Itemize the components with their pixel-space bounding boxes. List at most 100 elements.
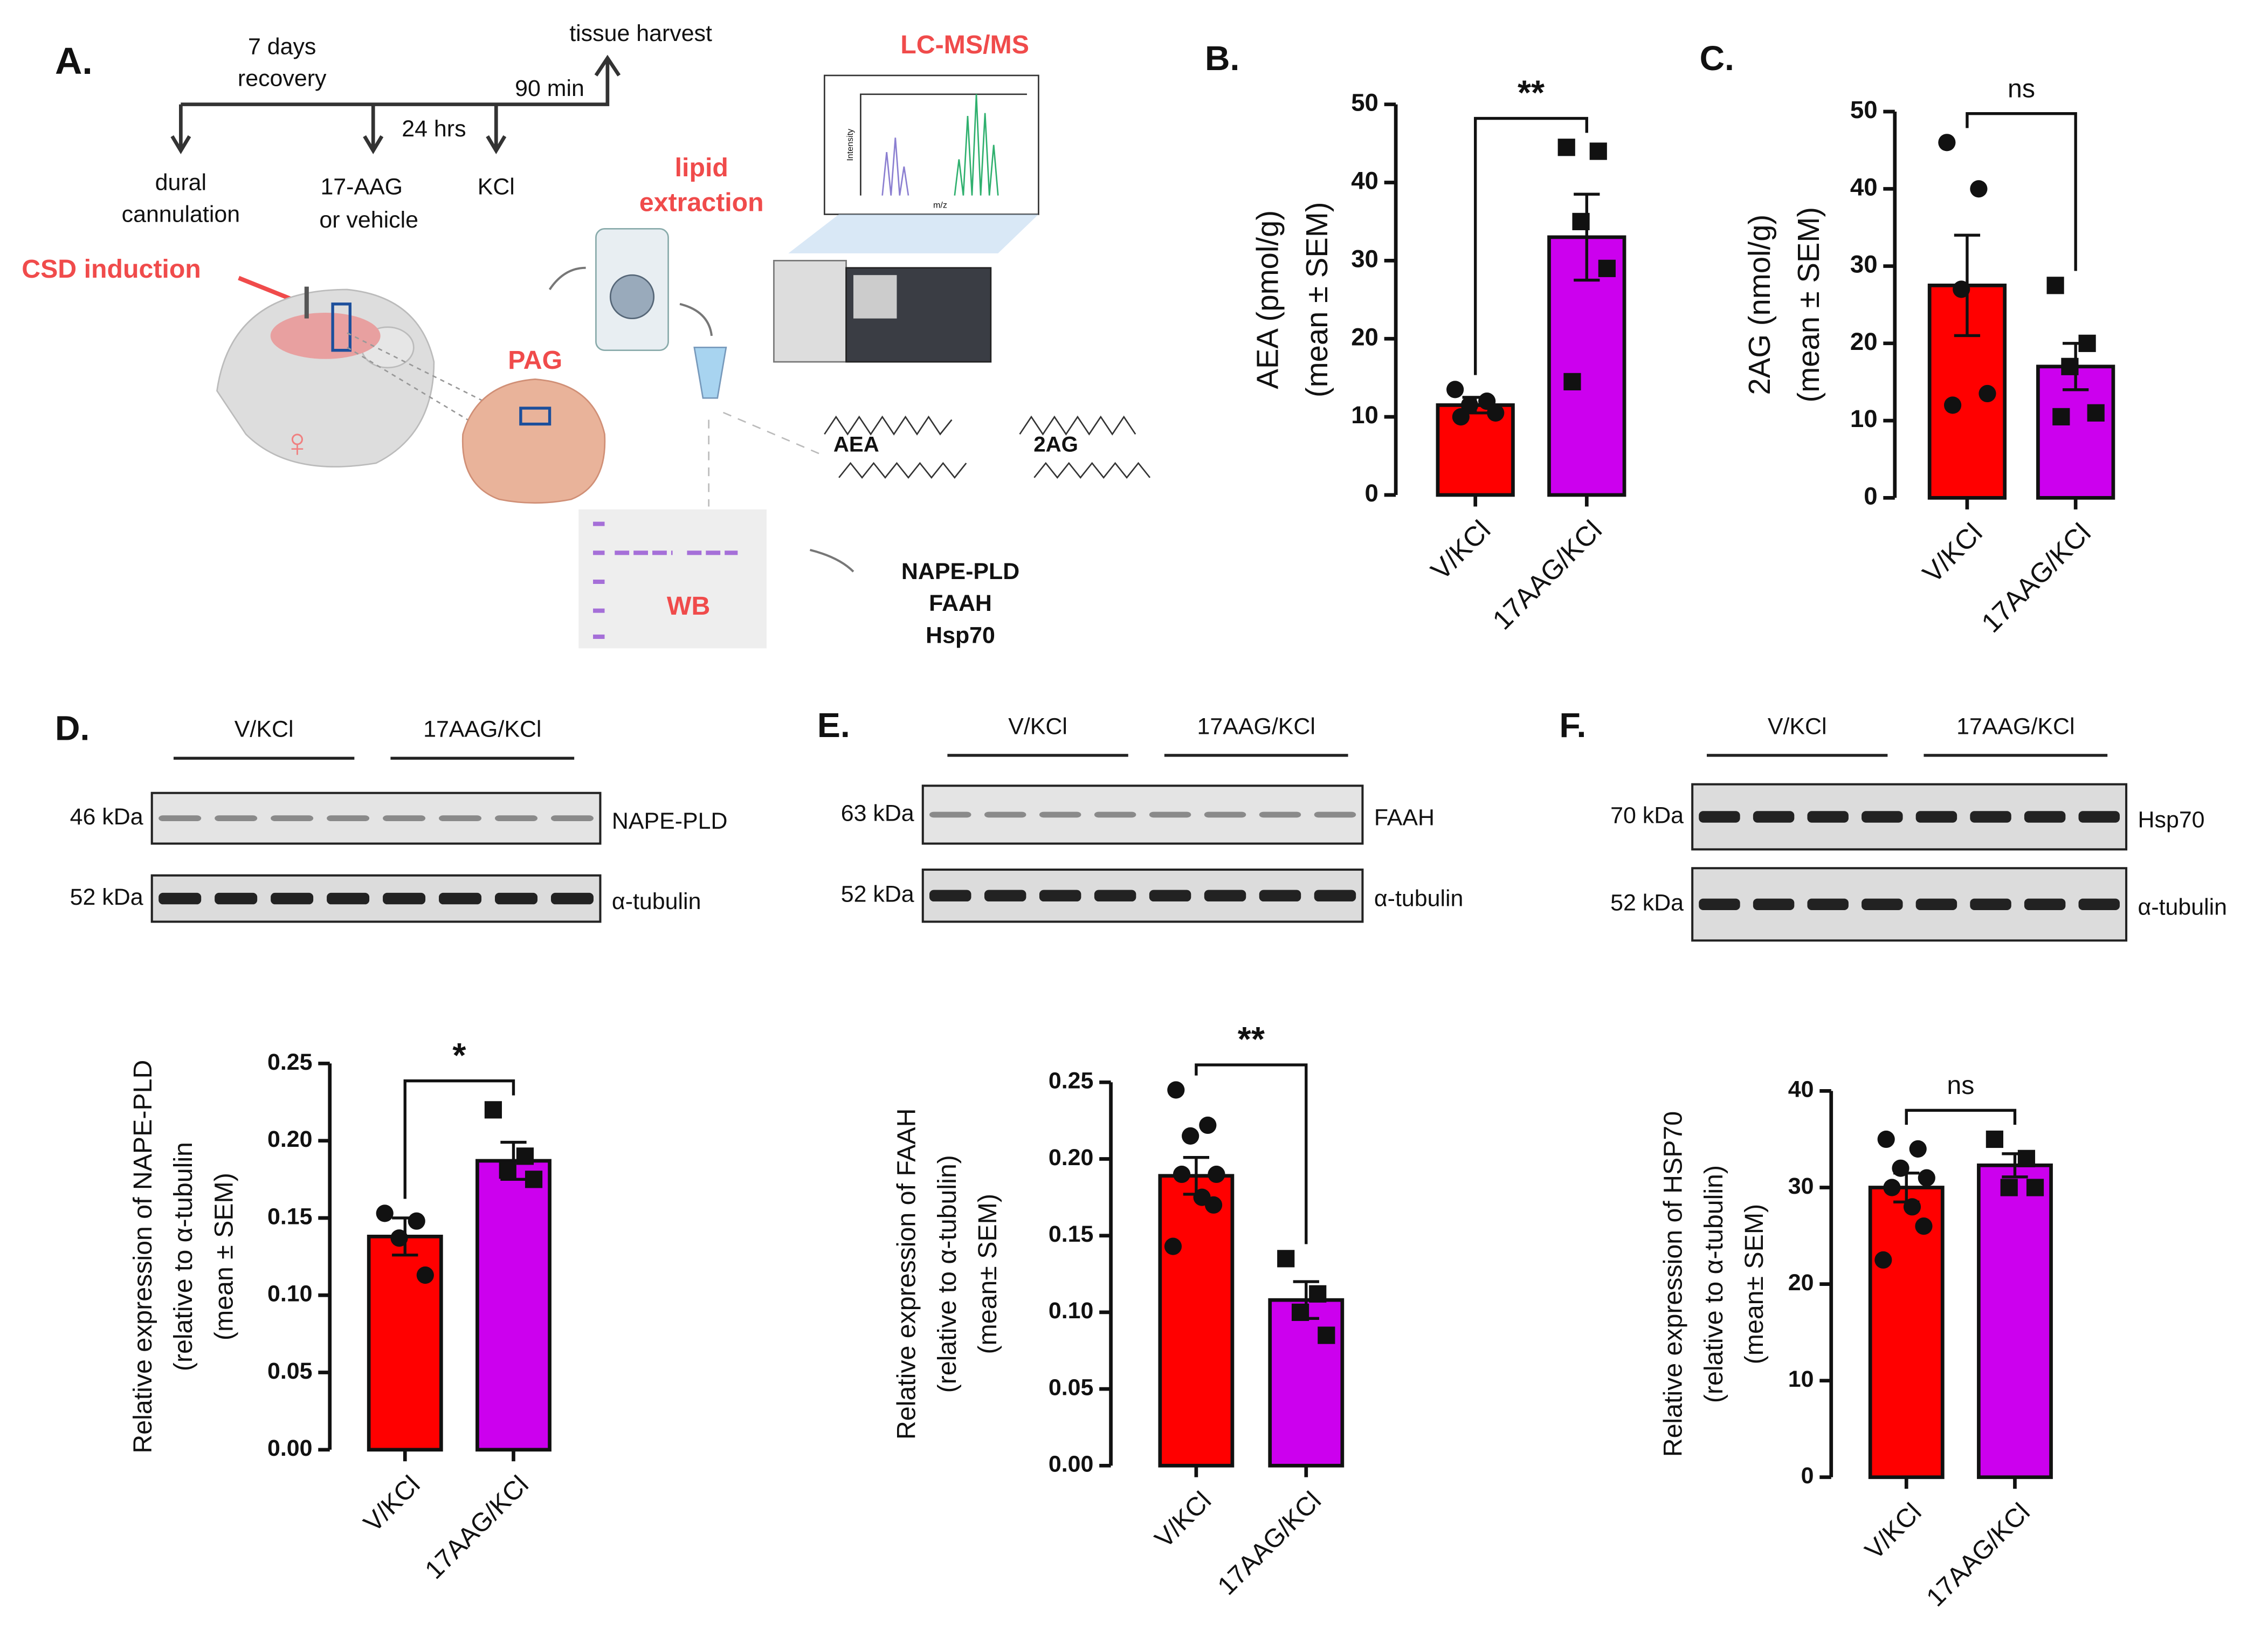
label: 17-AAG xyxy=(320,174,403,200)
label: recovery xyxy=(238,65,327,91)
group-label: V/KCl xyxy=(1008,713,1067,739)
band xyxy=(383,892,426,905)
data-point xyxy=(1291,1303,1309,1322)
band xyxy=(158,815,202,822)
band xyxy=(383,815,426,822)
band xyxy=(271,892,314,905)
x-tick-label: 17AAG/KCl xyxy=(1975,517,2097,638)
band xyxy=(327,815,370,822)
y-tick-label: 20 xyxy=(1850,328,1878,355)
data-point xyxy=(525,1171,543,1188)
group-label: 17AAG/KCl xyxy=(1197,713,1315,739)
label: WB xyxy=(667,591,710,621)
data-point xyxy=(376,1205,394,1222)
bar xyxy=(1977,1163,2053,1479)
band xyxy=(1259,811,1301,818)
data-point xyxy=(2087,404,2105,422)
kda-label: 63 kDa xyxy=(841,800,914,826)
band xyxy=(158,892,202,905)
group-label: 17AAG/KCl xyxy=(423,717,541,742)
y-axis-label: (mean± SEM) xyxy=(973,1194,1002,1354)
lc-ms-instrument xyxy=(773,260,992,363)
bar xyxy=(475,1159,552,1452)
data-point xyxy=(1452,408,1470,426)
y-axis-label: (relative to α-tubulin) xyxy=(933,1155,962,1393)
x-tick-label: 17AAG/KCl xyxy=(1212,1486,1327,1601)
y-tick-label: 30 xyxy=(1351,245,1378,272)
label: tissue harvest xyxy=(569,20,712,46)
data-point xyxy=(1204,1196,1223,1214)
x-tick-label: 17AAG/KCl xyxy=(1921,1497,2036,1612)
protein-label: α-tubulin xyxy=(2138,894,2228,920)
label: 2AG xyxy=(1033,432,1078,456)
x-tick-label: V/KCl xyxy=(1149,1486,1217,1553)
y-tick-label: 0 xyxy=(1864,482,1877,510)
label: FAAH xyxy=(929,590,992,616)
y-axis-label: (mean± SEM) xyxy=(1740,1204,1769,1364)
y-tick-label: 30 xyxy=(1788,1173,1814,1199)
y-tick-label: 10 xyxy=(1788,1366,1814,1392)
band xyxy=(327,892,370,905)
y-tick-label: 0.15 xyxy=(1049,1221,1094,1247)
band xyxy=(1204,811,1246,818)
data-point xyxy=(1572,212,1590,231)
y-tick-label: 0.25 xyxy=(267,1049,313,1075)
kda-label: 52 kDa xyxy=(1610,890,1684,916)
band xyxy=(1915,811,1957,823)
label: 24 hrs xyxy=(402,116,466,142)
y-tick-label: 50 xyxy=(1351,89,1378,116)
significance-label: ns xyxy=(2008,74,2035,103)
y-tick-label: 0 xyxy=(1801,1463,1814,1489)
significance-bracket xyxy=(1905,1109,2017,1125)
band xyxy=(1753,811,1795,823)
connector xyxy=(708,411,825,507)
y-tick-label: 30 xyxy=(1850,251,1878,278)
band xyxy=(550,892,594,905)
band xyxy=(2078,898,2120,911)
band xyxy=(1915,898,1957,911)
significance-bracket xyxy=(1474,116,1588,375)
y-tick-label: 0.10 xyxy=(1049,1298,1094,1324)
protein-label: FAAH xyxy=(1374,804,1435,830)
data-point xyxy=(1557,139,1575,156)
band xyxy=(2024,898,2066,911)
y-tick-label: 0.10 xyxy=(267,1281,313,1307)
band xyxy=(1862,898,1903,911)
data-point xyxy=(2017,1150,2036,1167)
band xyxy=(1970,898,2011,911)
data-point xyxy=(2000,1179,2018,1196)
label: AEA xyxy=(833,432,879,456)
panel-label: E. xyxy=(817,706,850,745)
band xyxy=(1807,898,1849,911)
panel-label: C. xyxy=(1700,39,1734,78)
protein-label: Hsp70 xyxy=(2138,807,2205,832)
band xyxy=(1314,890,1356,901)
data-point xyxy=(408,1212,425,1230)
data-point xyxy=(1915,1217,1933,1235)
band xyxy=(215,815,258,822)
y-tick-label: 0.25 xyxy=(1049,1068,1094,1094)
band xyxy=(495,892,538,905)
significance-label: ** xyxy=(1238,1020,1265,1058)
y-axis-label: (mean ± SEM) xyxy=(1300,202,1334,397)
data-point xyxy=(1938,134,1956,152)
y-tick-label: 0.05 xyxy=(1049,1374,1094,1400)
data-point xyxy=(1277,1250,1295,1268)
data-point xyxy=(1563,373,1581,391)
data-point xyxy=(1487,404,1505,422)
structures xyxy=(824,415,1151,479)
label: Intensity xyxy=(845,129,855,161)
y-tick-label: 0.15 xyxy=(267,1203,313,1229)
data-point xyxy=(1877,1130,1895,1148)
data-point xyxy=(1883,1179,1901,1196)
label: or vehicle xyxy=(319,207,418,233)
y-axis-label: Relative expression of FAAH xyxy=(892,1109,921,1440)
band xyxy=(550,815,594,822)
significance-bracket xyxy=(403,1079,515,1199)
y-tick-label: 0.20 xyxy=(267,1126,313,1152)
y-axis-label: Relative expression of NAPE-PLD xyxy=(128,1060,157,1454)
data-point xyxy=(499,1161,516,1179)
bar xyxy=(1268,1298,1345,1468)
x-tick-label: 17AAG/KCl xyxy=(1486,514,1608,636)
